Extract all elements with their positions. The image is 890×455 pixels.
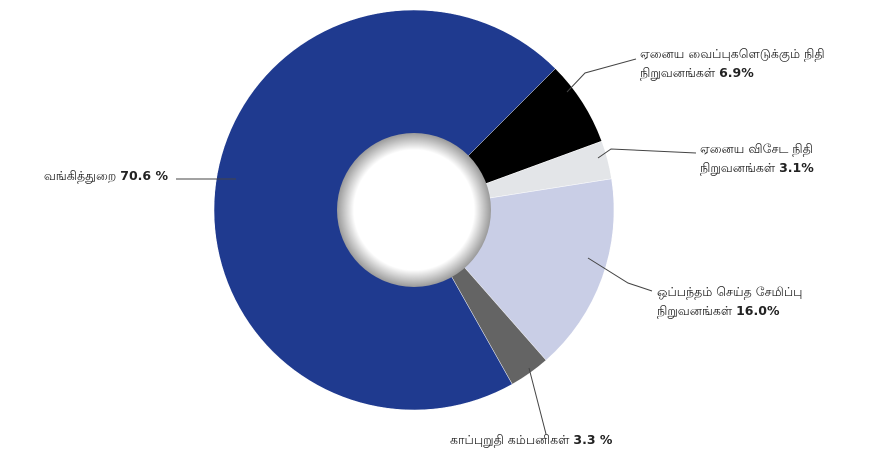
slice-label: ஒப்பந்தம் செய்த சேமிப்பு	[657, 284, 802, 299]
leader-line	[566, 58, 637, 93]
leader-line	[597, 148, 697, 159]
value-label: 70.6 %	[120, 168, 168, 183]
value-label: 16.0%	[736, 303, 780, 318]
leader-line	[587, 257, 653, 292]
labels: ஏனைய வைப்புகளெடுக்கும் நிதி நிறுவனங்கள் 6…	[44, 46, 825, 448]
label-name: நிறுவனங்கள்	[700, 160, 776, 176]
label-name: வங்கித்துறை	[44, 168, 116, 184]
slice-label: ஏனைய விசேட நிதி	[700, 141, 813, 156]
slice-label: காப்புறுதி கம்பனிகள் 3.3 %	[450, 432, 613, 448]
label-name: ஏனைய விசேட நிதி	[700, 141, 813, 156]
slice-label: வங்கித்துறை 70.6 %	[44, 168, 169, 184]
value-label: 6.9%	[719, 65, 754, 80]
donut-hole	[337, 133, 491, 287]
value-label: 3.1%	[779, 160, 814, 175]
label-name: ஏனைய வைப்புகளெடுக்கும் நிதி	[640, 46, 825, 62]
slice-label: நிறுவனங்கள் 6.9%	[640, 65, 754, 81]
value-label: 3.3 %	[573, 432, 612, 447]
slice-label: ஏனைய வைப்புகளெடுக்கும் நிதி	[640, 46, 825, 62]
label-name: ஒப்பந்தம் செய்த சேமிப்பு	[657, 284, 802, 299]
leader-line	[528, 367, 547, 435]
label-name: நிறுவனங்கள்	[657, 303, 733, 319]
slice-label: நிறுவனங்கள் 16.0%	[657, 303, 780, 319]
label-name: காப்புறுதி கம்பனிகள்	[450, 432, 570, 448]
label-name: நிறுவனங்கள்	[640, 65, 716, 81]
slice-label: நிறுவனங்கள் 3.1%	[700, 160, 814, 176]
